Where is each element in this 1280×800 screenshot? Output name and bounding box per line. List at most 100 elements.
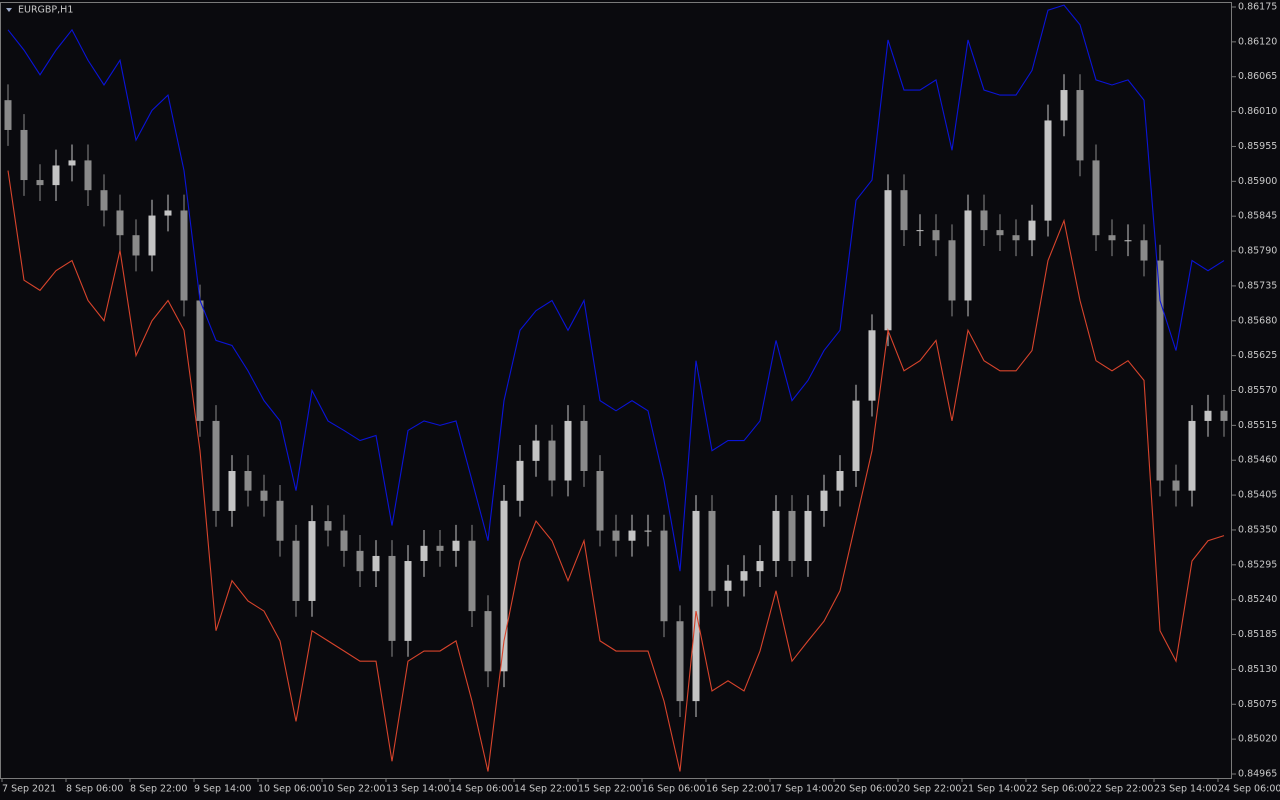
candle-body — [1012, 235, 1020, 241]
y-tick-label: 0.86120 — [1238, 36, 1277, 47]
candle-body — [708, 510, 716, 591]
candle-body — [36, 180, 44, 186]
x-tick-label: 16 Sep 06:00 — [642, 784, 705, 795]
y-tick-label: 0.85790 — [1238, 246, 1277, 257]
x-tick-label: 20 Sep 22:00 — [898, 784, 961, 795]
candle-body — [500, 500, 508, 672]
candle-body — [580, 420, 588, 472]
candle-body — [52, 165, 60, 186]
x-tick-label: 8 Sep 22:00 — [130, 784, 187, 795]
candle-body — [1188, 420, 1196, 491]
band-line — [7, 170, 1225, 772]
candle-body — [964, 210, 972, 301]
candle-body — [852, 400, 860, 472]
candle-body — [740, 571, 748, 581]
y-tick-label: 0.85570 — [1238, 385, 1277, 396]
candle-body — [660, 530, 668, 622]
y-tick-label: 0.85350 — [1238, 524, 1277, 535]
y-tick-label: 0.86065 — [1238, 71, 1277, 82]
x-tick-label: 15 Sep 22:00 — [578, 784, 641, 795]
candle-body — [1204, 410, 1212, 421]
candle-body — [388, 555, 396, 641]
candle-body — [1076, 90, 1084, 161]
candle-body — [404, 561, 412, 641]
y-tick-label: 0.85130 — [1238, 664, 1277, 675]
x-tick-label: 20 Sep 06:00 — [834, 784, 897, 795]
y-tick-label: 0.85900 — [1238, 176, 1277, 187]
candle-body — [180, 210, 188, 301]
candle-body — [884, 190, 892, 331]
candle-body — [132, 235, 140, 256]
y-tick-label: 0.85735 — [1238, 280, 1277, 291]
candle-body — [788, 510, 796, 562]
x-tick-label: 24 Sep 06:00 — [1218, 784, 1280, 795]
y-tick-label: 0.85955 — [1238, 141, 1277, 152]
y-tick-label: 0.85460 — [1238, 455, 1277, 466]
candle-body — [900, 190, 908, 231]
candle-body — [980, 210, 988, 231]
candle-body — [4, 100, 12, 130]
x-tick-label: 13 Sep 14:00 — [386, 784, 449, 795]
candle-body — [276, 500, 284, 541]
candle-body — [452, 540, 460, 551]
candle-body — [228, 471, 236, 511]
candle-body — [916, 230, 924, 232]
plot-area — [4, 4, 1228, 772]
plot-frame — [0, 2, 1232, 779]
candle-body — [308, 521, 316, 601]
candle-body — [68, 160, 76, 166]
x-tick-label: 14 Sep 06:00 — [450, 784, 513, 795]
candle-body — [84, 160, 92, 191]
candle-body — [756, 561, 764, 572]
candle-body — [724, 580, 732, 591]
candle-body — [932, 230, 940, 241]
y-tick-label: 0.85680 — [1238, 315, 1277, 326]
candle-body — [1028, 220, 1036, 241]
candle-body — [516, 460, 524, 501]
candle-body — [676, 621, 684, 702]
candle-body — [644, 530, 652, 532]
y-tick-label: 0.86010 — [1238, 106, 1277, 117]
candle-body — [1044, 120, 1052, 221]
candle-body — [468, 540, 476, 612]
candle-body — [804, 510, 812, 562]
band-line — [7, 4, 1225, 572]
x-tick-label: 22 Sep 06:00 — [1026, 784, 1089, 795]
candle-body — [1220, 410, 1228, 421]
x-tick-label: 8 Sep 06:00 — [66, 784, 123, 795]
candle-body — [692, 510, 700, 702]
x-tick-label: 10 Sep 22:00 — [322, 784, 385, 795]
candle-body — [116, 210, 124, 236]
candle-body — [1140, 240, 1148, 261]
y-tick-label: 0.85515 — [1238, 420, 1277, 431]
y-tick-label: 0.86175 — [1238, 2, 1277, 13]
candle-body — [356, 550, 364, 572]
x-tick-label: 21 Sep 14:00 — [962, 784, 1025, 795]
candle-body — [420, 545, 428, 562]
candle-body — [244, 471, 252, 491]
candle-body — [340, 530, 348, 551]
candle-body — [1108, 235, 1116, 241]
candle-body — [772, 510, 780, 562]
candle-body — [836, 471, 844, 491]
candle-body — [372, 555, 380, 572]
candle-body — [564, 420, 572, 481]
candle-body — [436, 545, 444, 551]
candle-body — [868, 330, 876, 401]
symbol-menu-icon[interactable] — [6, 8, 12, 12]
candle-body — [148, 215, 156, 256]
x-tick-label: 9 Sep 14:00 — [194, 784, 251, 795]
candle-body — [100, 190, 108, 211]
x-tick-label: 23 Sep 14:00 — [1154, 784, 1217, 795]
chart-title: EURGBP,H1 — [18, 5, 73, 16]
y-tick-label: 0.85295 — [1238, 559, 1277, 570]
candle-body — [196, 300, 204, 421]
candle-body — [212, 420, 220, 511]
x-tick-label: 7 Sep 2021 — [2, 784, 56, 795]
candle-body — [484, 611, 492, 672]
candle-body — [20, 129, 28, 181]
x-tick-label: 14 Sep 22:00 — [514, 784, 577, 795]
